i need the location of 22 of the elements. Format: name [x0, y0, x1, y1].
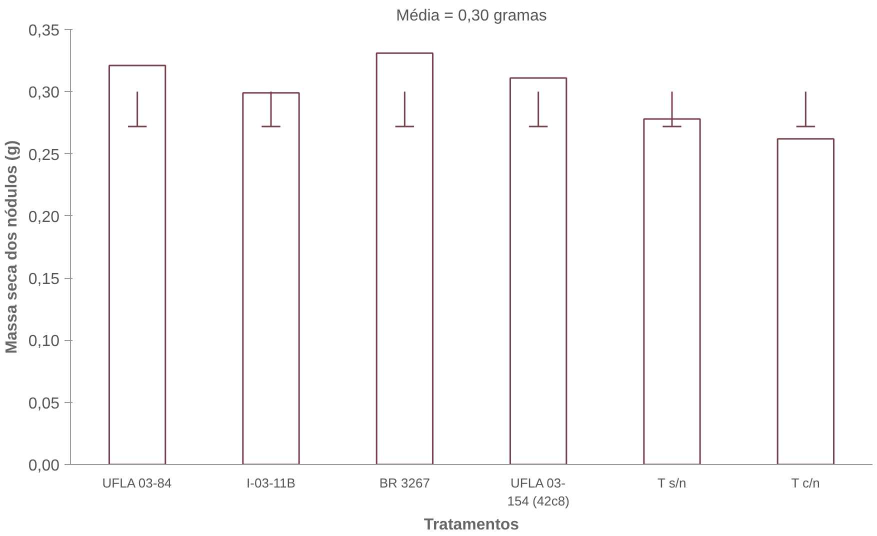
- x-tick-label: T s/n: [658, 476, 686, 490]
- x-tick-label: BR 3267: [379, 476, 430, 490]
- x-tick-label: UFLA 03- 154 (42c8): [507, 476, 570, 508]
- x-tick-label: T c/n: [791, 476, 820, 490]
- y-axis-title: Massa seca dos nódulos (g): [3, 140, 20, 354]
- bar: [510, 77, 568, 464]
- y-tick-label: 0,30: [28, 84, 60, 102]
- x-axis-title: Tratamentos: [424, 516, 520, 534]
- y-tick-label: 0,00: [28, 458, 60, 474]
- bar: [242, 92, 300, 464]
- y-tick-label: 0,05: [28, 395, 60, 412]
- bar: [108, 64, 166, 464]
- bar: [776, 138, 834, 464]
- x-tick-label: UFLA 03-84: [102, 476, 172, 490]
- x-tick-label: I-03-11B: [246, 476, 296, 490]
- y-tick-label: 0,10: [28, 333, 60, 350]
- chart-title: Média = 0,30 gramas: [396, 8, 547, 24]
- y-tick-label: 0,35: [28, 22, 60, 40]
- bar: [376, 52, 434, 464]
- y-tick-label: 0,15: [28, 271, 60, 288]
- y-tick-label: 0,20: [28, 208, 60, 226]
- y-tick-label: 0,25: [28, 146, 60, 164]
